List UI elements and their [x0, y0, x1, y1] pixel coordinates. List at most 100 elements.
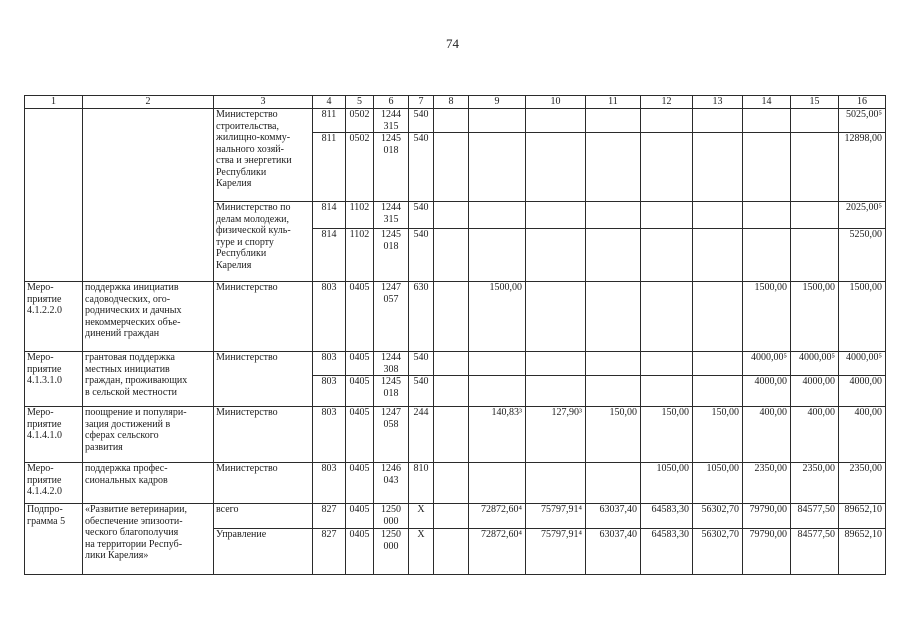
table-cell-r5-c2: поддержка инициатив садоводческих, ого- …	[82, 281, 214, 352]
table-cell-r2-c2: 0502	[345, 132, 374, 202]
table-cell-r4-c4: 540	[408, 228, 434, 282]
table-cell-r1-c6: 1244 315	[373, 108, 409, 133]
table-cell-r9-c12: 1050,00	[640, 462, 693, 504]
table-cell-r10-c15: 84577,50	[790, 503, 839, 529]
page-number: 74	[446, 36, 459, 51]
table-cell-r7-c3: 1245 018	[373, 375, 409, 407]
table-cell-r7-c7	[525, 375, 586, 407]
table-cell-r1-c16: 5025,00⁵	[838, 108, 886, 133]
table-cell-r3-c6	[433, 201, 469, 229]
table-cell-r10-c1: Подпро- грамма 5	[24, 503, 83, 575]
table-cell-r2-c1: 811	[312, 132, 346, 202]
table-cell-r11-c1: Управление	[213, 528, 313, 575]
table-cell-r9-c13: 1050,00	[692, 462, 743, 504]
table-cell-r1-c1	[24, 108, 83, 282]
table-cell-r9-c15: 2350,00	[790, 462, 839, 504]
table-row-6: Меро- приятие 4.1.3.1.0 грантовая поддерж…	[24, 351, 886, 407]
table-cell-r9-c1: Меро- приятие 4.1.4.2.0	[24, 462, 83, 504]
table-cell-r11-c2: 827	[312, 528, 346, 575]
table-cell-r4-c12	[790, 228, 839, 282]
table-cell-r1-c10	[525, 108, 586, 133]
table-cell-r5-c13	[692, 281, 743, 352]
table-cell-r10-c13: 56302,70	[692, 503, 743, 529]
table-cell-r5-c14: 1500,00	[742, 281, 791, 352]
table-row-5: Меро- приятие 4.1.2.2.0 поддержка инициат…	[24, 281, 886, 352]
budget-table: 1 2 3 4 5 6 7 8 9 10 11 12 13 14 15 16 Министерство стр…	[24, 95, 886, 575]
table-cell-r5-c9: 1500,00	[468, 281, 526, 352]
table-cell-r4-c2: 1102	[345, 228, 374, 282]
table-cell-r8-c16: 400,00	[838, 406, 886, 463]
table-cell-r5-c4: 803	[312, 281, 346, 352]
column-header-6: 6	[373, 95, 409, 109]
table-cell-r4-c7	[525, 228, 586, 282]
table-cell-r8-c5: 0405	[345, 406, 374, 463]
table-row-2: 811 0502 1245 018 540 12898,00	[25, 132, 886, 202]
table-row-4: 814 1102 1245 018 540 5250,00	[25, 228, 886, 282]
table-cell-r7-c12: 4000,00	[790, 375, 839, 407]
column-header-9: 9	[468, 95, 526, 109]
column-header-5: 5	[345, 95, 374, 109]
table-cell-r8-c6: 1247 058	[373, 406, 409, 463]
table-cell-r3-c12	[742, 201, 791, 229]
table-cell-r4-c9	[640, 228, 693, 282]
column-header-2: 2	[82, 95, 214, 109]
table-cell-r6-c16: 4000,00⁵	[838, 351, 886, 376]
table-cell-r1-c7: 540	[408, 108, 434, 133]
table-cell-r8-c1: Меро- приятие 4.1.4.1.0	[24, 406, 83, 463]
table-cell-r7-c5	[433, 375, 469, 407]
table-cell-r10-c7: Х	[408, 503, 434, 529]
table-cell-r8-c2: поощрение и популяри- зация достижений в…	[82, 406, 214, 463]
table-cell-r11-c3: 0405	[345, 528, 374, 575]
table-cell-r10-c5: 0405	[345, 503, 374, 529]
table-cell-r2-c9	[640, 132, 693, 202]
table-cell-r10-c9: 72872,60⁴	[468, 503, 526, 529]
table-row-11: Управление 827 0405 1250 000 Х 72872,60⁴ 75797…	[25, 528, 886, 575]
table-header-row: 1 2 3 4 5 6 7 8 9 10 11 12 13 14 15 16	[24, 95, 886, 109]
table-cell-r11-c14: 89652,10	[838, 528, 886, 575]
table-cell-r9-c3: Министерство	[213, 462, 313, 504]
table-cell-r5-c6: 1247 057	[373, 281, 409, 352]
table-cell-r4-c6	[468, 228, 526, 282]
table-cell-r5-c3: Министерство	[213, 281, 313, 352]
table-cell-r8-c3: Министерство	[213, 406, 313, 463]
table-cell-r5-c8	[433, 281, 469, 352]
table-cell-r2-c3: 1245 018	[373, 132, 409, 202]
column-header-14: 14	[742, 95, 791, 109]
table-cell-r6-c9	[468, 351, 526, 376]
table-cell-r9-c4: 803	[312, 462, 346, 504]
table-cell-r5-c7: 630	[408, 281, 434, 352]
table-cell-r6-c6: 1244 308	[373, 351, 409, 376]
table-row-1: Министерство строительства, жилищно-комм…	[24, 108, 886, 282]
table-cell-r3-c4: 1244 315	[373, 201, 409, 229]
table-cell-r4-c5	[433, 228, 469, 282]
column-header-1: 1	[24, 95, 83, 109]
table-cell-r11-c4: 1250 000	[373, 528, 409, 575]
table-cell-r5-c16: 1500,00	[838, 281, 886, 352]
table-cell-r2-c12	[790, 132, 839, 202]
table-cell-r4-c13: 5250,00	[838, 228, 886, 282]
table-cell-r8-c15: 400,00	[790, 406, 839, 463]
table-cell-r10-c4: 827	[312, 503, 346, 529]
table-cell-r1-c4: 811	[312, 108, 346, 133]
table-cell-r3-c2: 814	[312, 201, 346, 229]
table-cell-r1-c9	[468, 108, 526, 133]
table-cell-r4-c1: 814	[312, 228, 346, 282]
table-cell-r9-c6: 1246 043	[373, 462, 409, 504]
table-cell-r11-c13: 84577,50	[790, 528, 839, 575]
table-cell-r2-c4: 540	[408, 132, 434, 202]
table-cell-r9-c11	[585, 462, 641, 504]
table-cell-r2-c8	[585, 132, 641, 202]
table-cell-r11-c8: 75797,91⁴	[525, 528, 586, 575]
table-cell-r10-c6: 1250 000	[373, 503, 409, 529]
table-cell-r1-c12	[640, 108, 693, 133]
table-cell-r2-c13: 12898,00	[838, 132, 886, 202]
column-header-10: 10	[525, 95, 586, 109]
table-cell-r9-c2: поддержка профес- сиональных кадров	[82, 462, 214, 504]
table-cell-r1-c13	[692, 108, 743, 133]
table-cell-r1-c14	[742, 108, 791, 133]
table-cell-r7-c11: 4000,00	[742, 375, 791, 407]
table-row-9: Меро- приятие 4.1.4.2.0 поддержка профес-…	[24, 462, 886, 504]
table-cell-r11-c5: Х	[408, 528, 434, 575]
table-cell-r5-c11	[585, 281, 641, 352]
